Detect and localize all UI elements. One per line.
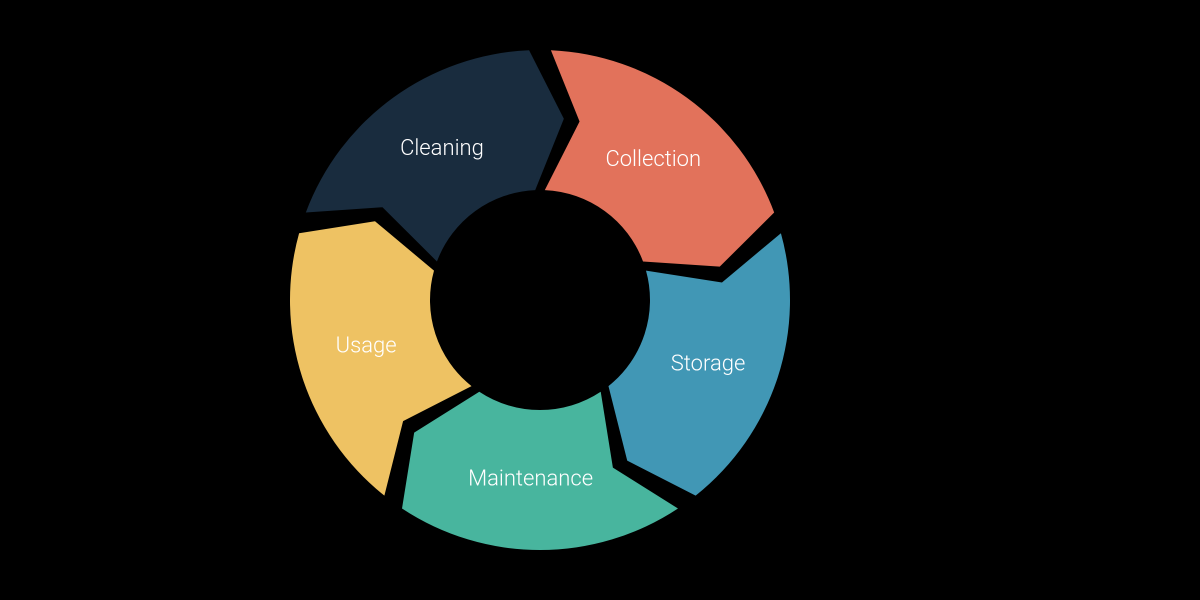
cycle-segment-label: Storage (671, 351, 746, 376)
cycle-segment-label: Usage (336, 333, 397, 358)
cycle-diagram: Cleaning Collection Storage Maintenance Usag… (0, 0, 1200, 600)
cycle-segment-label: Cleaning (400, 136, 484, 161)
cycle-segment-label: Collection (605, 147, 701, 172)
cycle-segment-label: Maintenance (468, 467, 593, 492)
